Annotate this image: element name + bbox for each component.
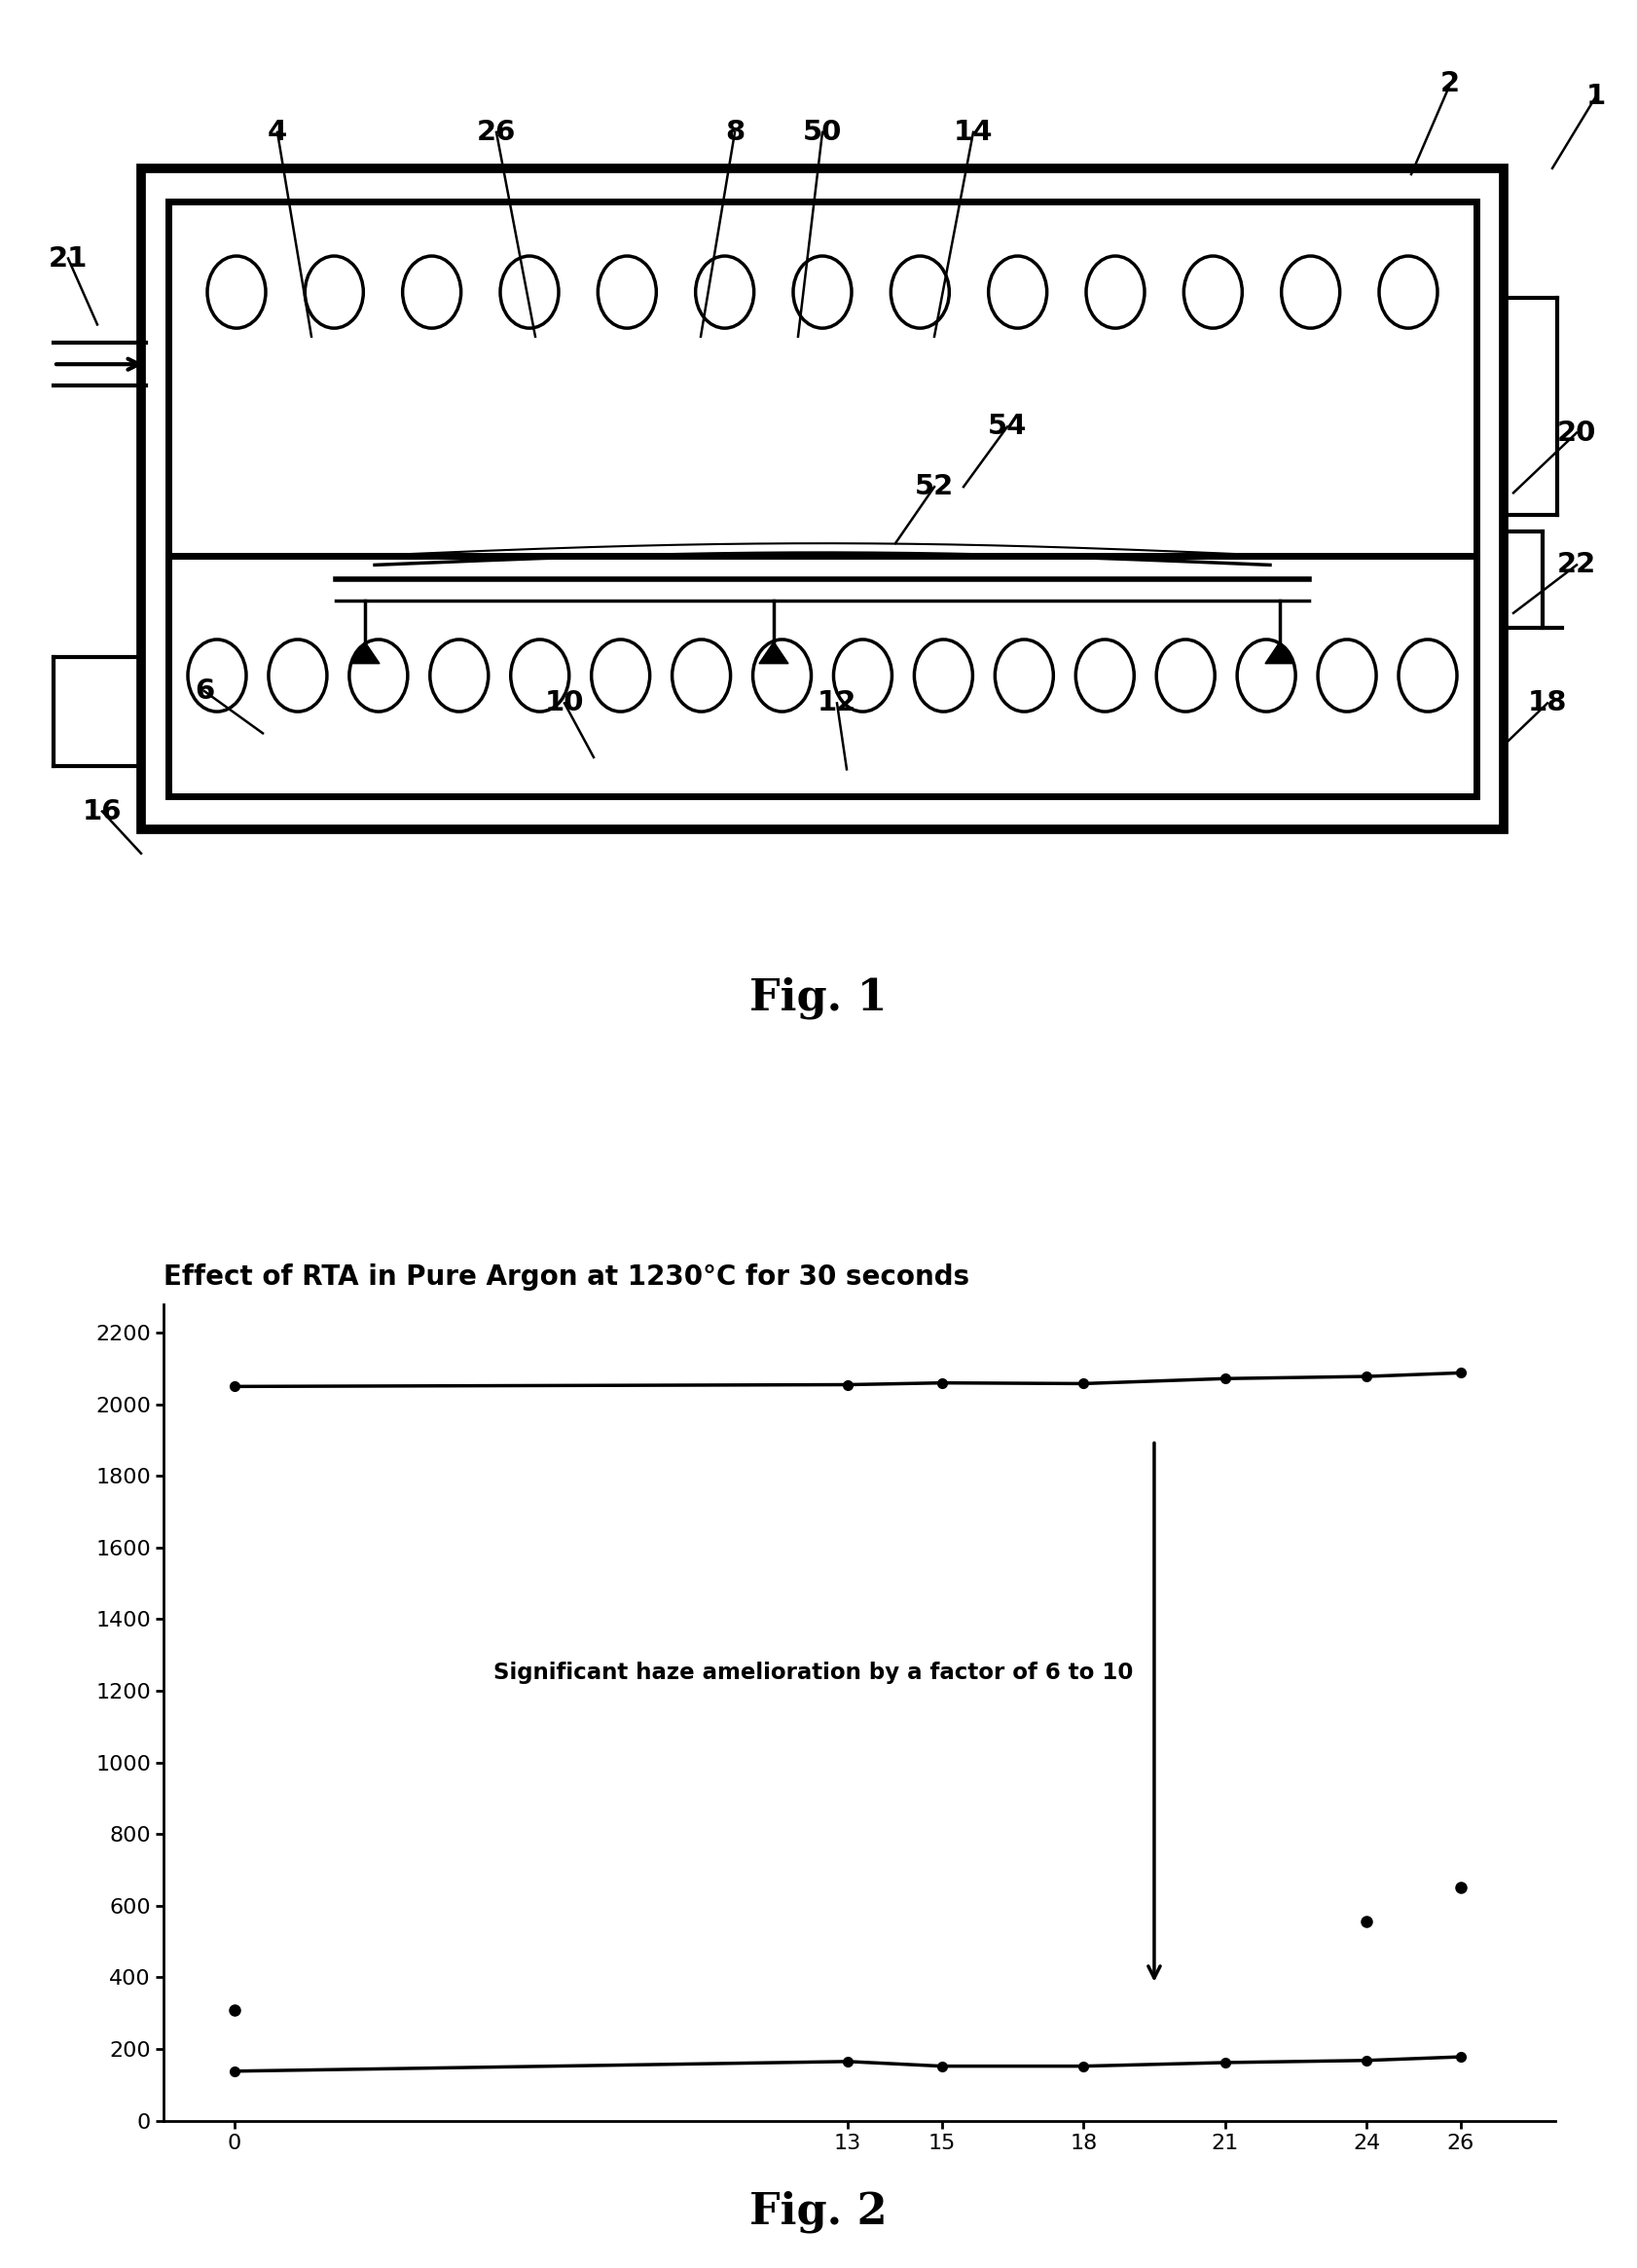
Text: 4: 4 — [267, 118, 286, 145]
FancyBboxPatch shape — [169, 202, 1477, 574]
FancyBboxPatch shape — [169, 556, 1477, 796]
Text: 52: 52 — [915, 474, 954, 501]
Text: 12: 12 — [817, 689, 856, 717]
Text: 20: 20 — [1557, 420, 1596, 447]
Text: 50: 50 — [802, 118, 841, 145]
Text: 10: 10 — [545, 689, 584, 717]
Polygon shape — [1265, 642, 1295, 665]
Text: 2: 2 — [1441, 70, 1460, 98]
Text: 21: 21 — [49, 245, 88, 272]
Text: 26: 26 — [476, 118, 516, 145]
Text: 22: 22 — [1557, 551, 1596, 578]
Text: 8: 8 — [725, 118, 745, 145]
Polygon shape — [760, 642, 789, 665]
Text: 1: 1 — [1586, 82, 1606, 109]
Text: 14: 14 — [953, 118, 994, 145]
Text: 54: 54 — [987, 413, 1026, 440]
Text: 6: 6 — [195, 678, 214, 705]
Text: 16: 16 — [82, 798, 121, 826]
Text: 18: 18 — [1527, 689, 1567, 717]
FancyBboxPatch shape — [141, 168, 1504, 830]
Text: Effect of RTA in Pure Argon at 1230°C for 30 seconds: Effect of RTA in Pure Argon at 1230°C fo… — [164, 1263, 969, 1290]
Text: Significant haze amelioration by a factor of 6 to 10: Significant haze amelioration by a facto… — [494, 1662, 1134, 1685]
Text: Fig. 2: Fig. 2 — [750, 2191, 887, 2232]
Text: Fig. 1: Fig. 1 — [750, 978, 887, 1018]
Polygon shape — [350, 642, 380, 665]
